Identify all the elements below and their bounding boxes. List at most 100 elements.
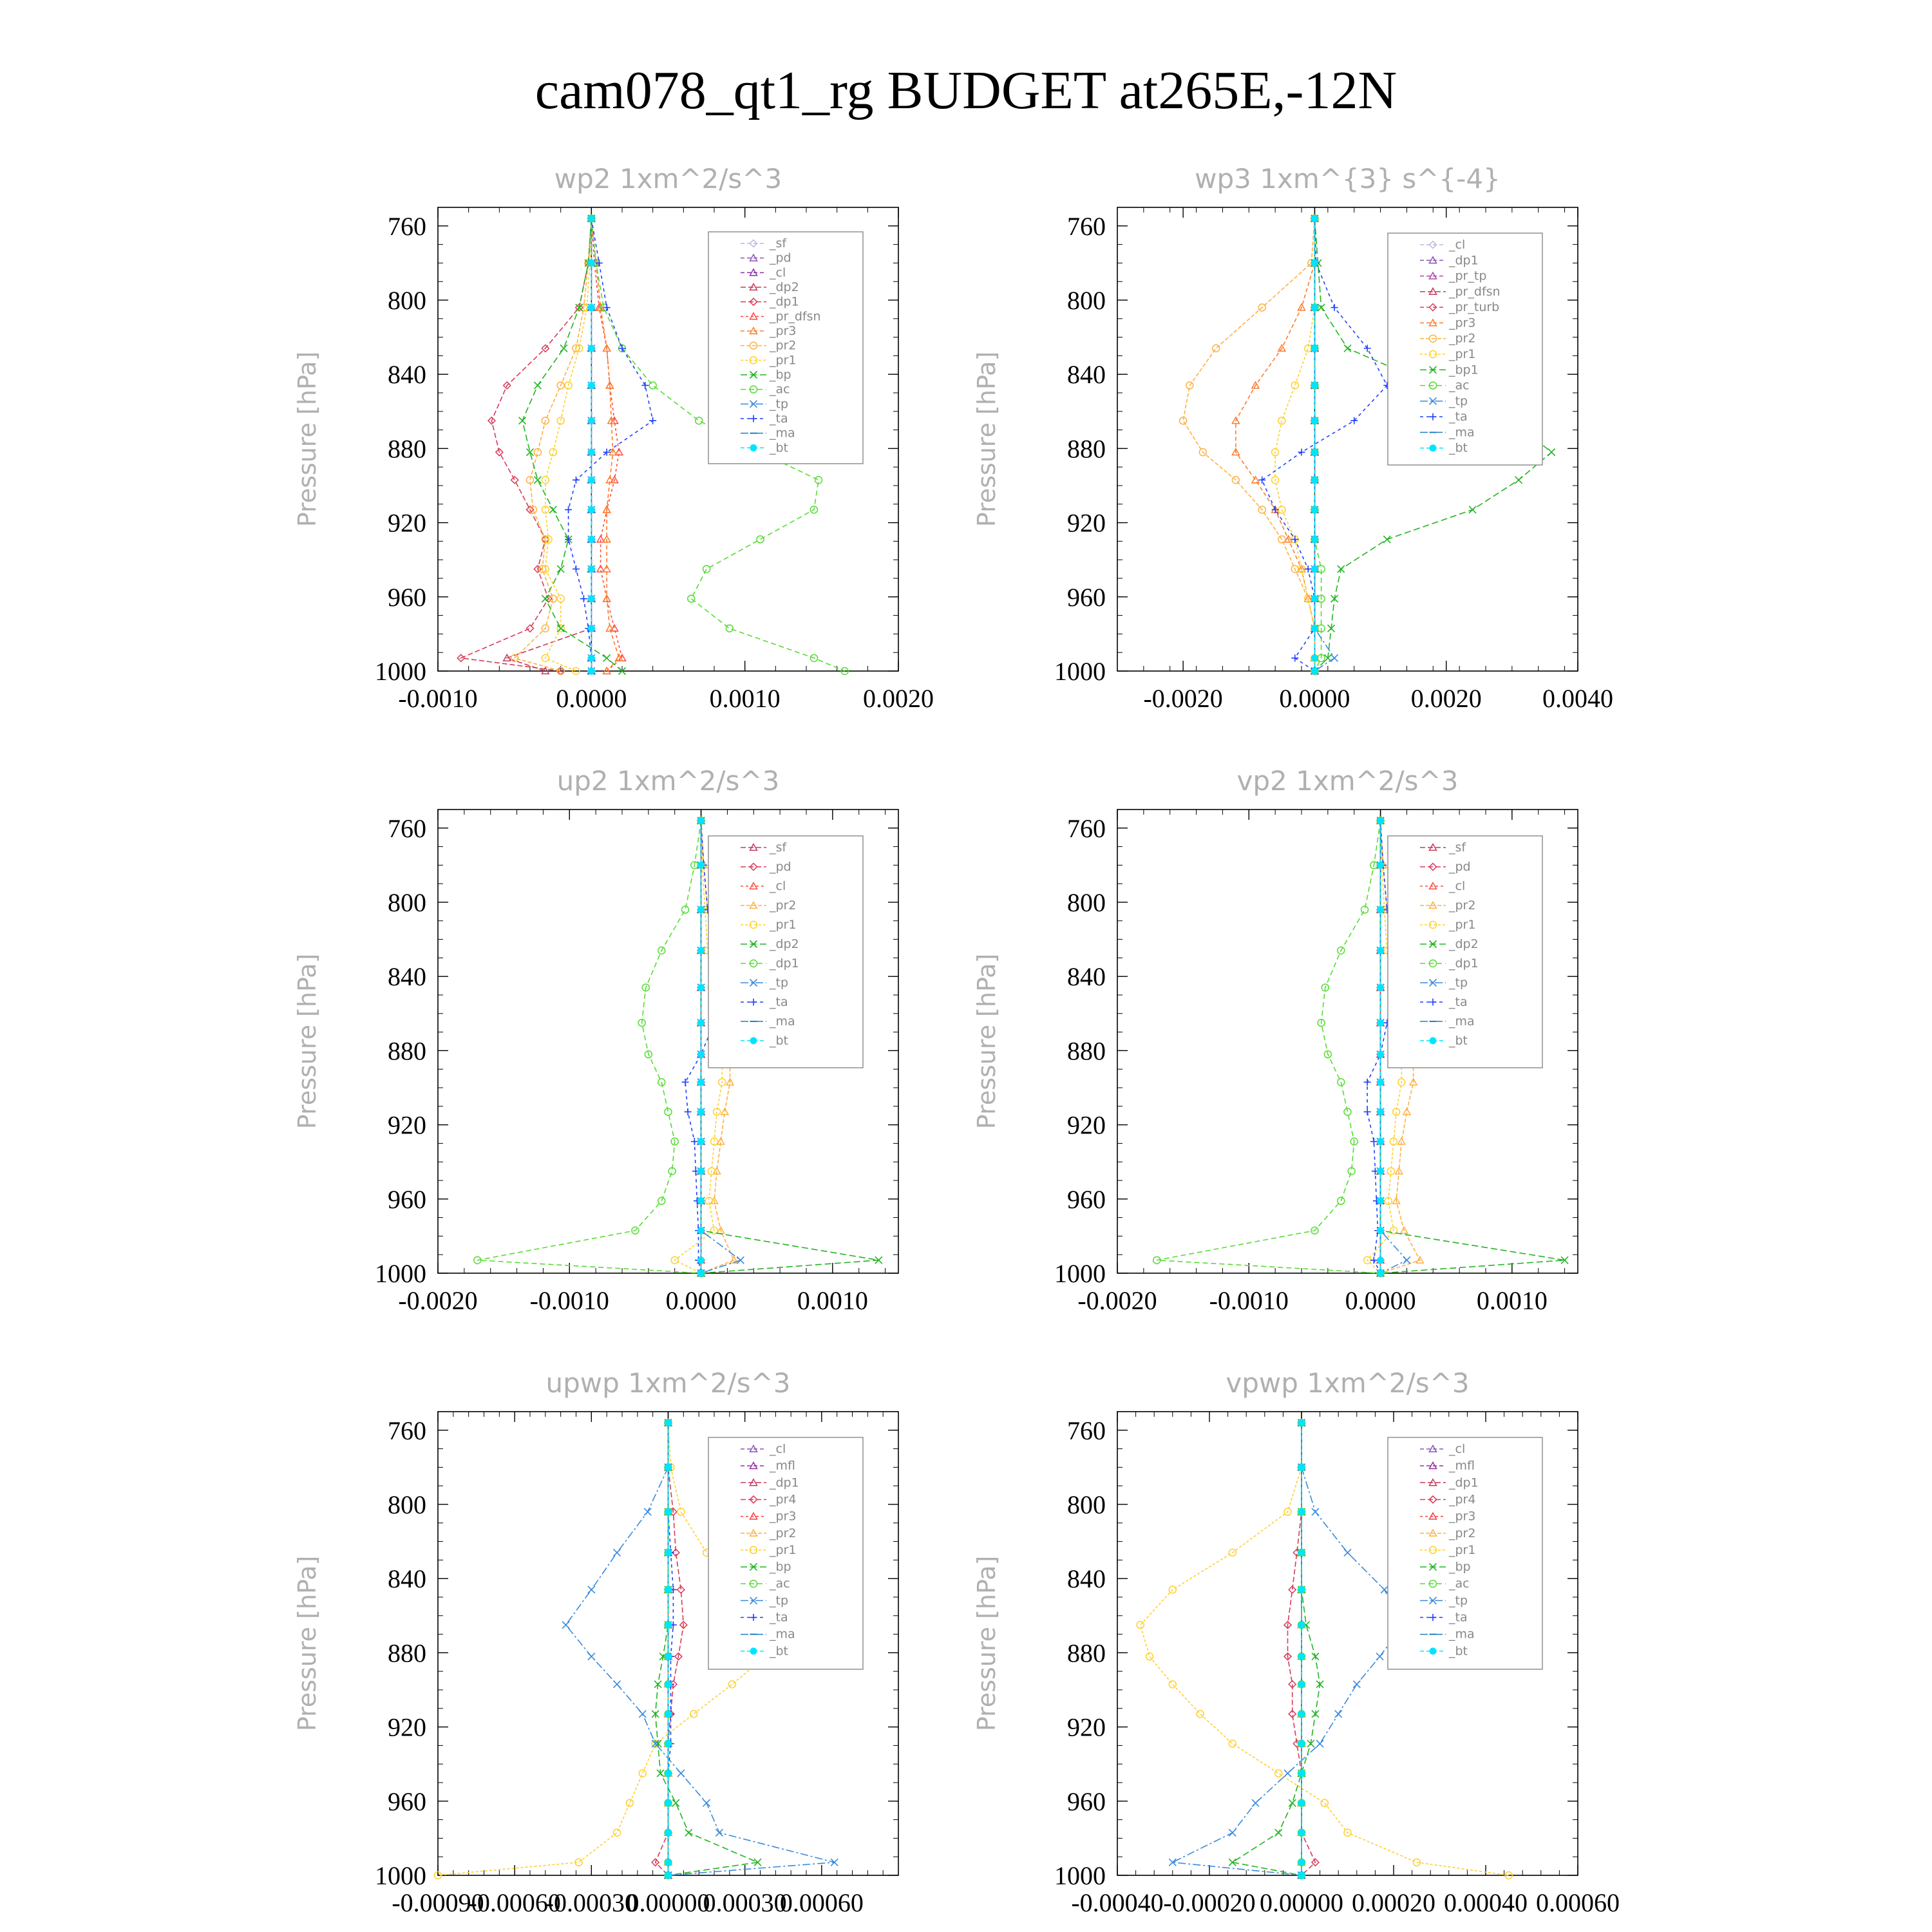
data-point — [1380, 1586, 1388, 1594]
series-bt — [1298, 1419, 1305, 1879]
data-point — [587, 304, 595, 312]
legend-entry-pr_dfsn: _pr_dfsn — [741, 309, 821, 323]
legend-entry-ac: _ac — [741, 383, 790, 397]
y-axis-label: Pressure [hPa] — [972, 352, 1001, 527]
legend: _sf _pd _cl _pr2 _pr1 _dp2 _dp1 _tp _ta _ma _bt — [708, 835, 864, 1068]
x-tick-label: 0.00030 — [703, 1888, 787, 1917]
data-point — [1258, 506, 1266, 514]
legend-label: _pr2 — [769, 898, 796, 913]
data-point — [1298, 1710, 1305, 1718]
data-point — [556, 667, 565, 676]
y-tick-label: 920 — [1067, 1713, 1106, 1742]
legend-entry-ac: _ac — [1420, 1577, 1470, 1591]
data-point — [1377, 1168, 1385, 1175]
legend-entry-bt: _bt — [741, 1644, 788, 1658]
series-line — [1170, 1423, 1404, 1876]
data-point — [526, 624, 535, 633]
data-point — [587, 214, 595, 222]
legend-entry-ac: _ac — [741, 1577, 790, 1591]
legend-box — [1387, 835, 1543, 1068]
series-pr1 — [1136, 1419, 1513, 1880]
data-point — [641, 381, 649, 389]
legend-label: _pr2 — [769, 1526, 796, 1540]
data-point — [1311, 476, 1318, 484]
series-line — [459, 218, 592, 672]
legend-entry-ma: _ma — [741, 1014, 795, 1028]
data-point — [1168, 1586, 1177, 1594]
data-point — [556, 624, 565, 633]
legend-label: _ac — [1448, 379, 1470, 393]
series-dp1 — [1153, 817, 1385, 1278]
data-point — [1377, 1078, 1385, 1086]
data-point — [651, 1739, 659, 1748]
data-point — [587, 381, 595, 389]
x-tick-label: 0.00060 — [1536, 1888, 1620, 1917]
data-point — [697, 817, 705, 824]
data-point — [1311, 536, 1318, 544]
legend-entry-pr3: _pr3 — [1420, 1510, 1475, 1524]
y-tick-label: 960 — [1067, 1787, 1106, 1816]
data-point — [587, 417, 595, 424]
data-point — [574, 303, 583, 312]
data-point — [526, 505, 535, 515]
data-point — [1298, 1770, 1305, 1777]
series-dp2 — [502, 214, 596, 675]
legend-swatch-marker — [749, 900, 758, 909]
legend-entry-bp1: _bp1 — [1420, 363, 1479, 377]
series-line — [700, 820, 735, 1274]
legend-entry-pr_dfsn: _pr_dfsn — [1420, 285, 1501, 299]
legend-label: _dp1 — [769, 295, 799, 309]
legend-entry-bt: _bt — [741, 440, 788, 455]
legend-swatch-marker — [1428, 1461, 1437, 1470]
y-tick-label: 1000 — [375, 1861, 426, 1890]
legend-label: _cl — [1448, 1442, 1465, 1456]
data-point — [605, 475, 614, 484]
legend-swatch-marker — [749, 385, 758, 393]
legend-entry-bp: _bp — [741, 1560, 791, 1574]
data-point — [526, 476, 535, 484]
data-point — [1412, 1858, 1421, 1867]
data-point — [1258, 476, 1266, 484]
data-point — [1196, 1710, 1204, 1718]
data-point — [1298, 448, 1305, 456]
legend-swatch-marker — [749, 1478, 758, 1486]
data-point — [556, 381, 565, 390]
legend-label: _pd — [769, 251, 791, 265]
legend-entry-pr2: _pr2 — [1420, 898, 1475, 913]
data-point — [602, 343, 611, 352]
data-point — [1274, 1769, 1283, 1777]
x-tick-label: 0.0000 — [556, 684, 627, 713]
legend-swatch-marker — [749, 862, 758, 871]
data-point — [1321, 983, 1330, 992]
legend-swatch-marker — [1429, 998, 1437, 1006]
legend-entry-tp: _tp — [1420, 976, 1468, 990]
data-point — [649, 417, 657, 424]
data-point — [587, 506, 595, 513]
legend-swatch-marker — [1428, 881, 1437, 890]
data-point — [1343, 344, 1352, 352]
legend-swatch-marker — [749, 253, 758, 261]
data-point — [687, 594, 696, 603]
legend-label: _mfl — [1448, 1459, 1475, 1473]
data-point — [544, 535, 553, 544]
legend-entry-dp1: _dp1 — [741, 1475, 799, 1490]
data-point — [1231, 416, 1240, 424]
legend-entry-sf: _sf — [741, 840, 787, 855]
data-point — [1337, 946, 1345, 955]
y-tick-label: 760 — [1067, 1416, 1106, 1445]
data-point — [1377, 1269, 1385, 1277]
series-line — [654, 1423, 685, 1876]
legend-label: _dp1 — [769, 1475, 799, 1490]
data-point — [1387, 1167, 1396, 1175]
legend-label: _dp2 — [1448, 937, 1479, 951]
data-point — [676, 1585, 685, 1595]
data-point — [1186, 381, 1194, 390]
data-point — [665, 1829, 672, 1837]
legend-entry-pd: _pd — [741, 860, 791, 874]
legend-box — [1387, 232, 1543, 466]
legend-label: _dp1 — [769, 956, 799, 971]
legend-label: _dp1 — [1448, 253, 1479, 267]
data-point — [502, 381, 511, 390]
y-tick-label: 840 — [388, 962, 426, 991]
legend-label: _pr3 — [769, 324, 796, 338]
